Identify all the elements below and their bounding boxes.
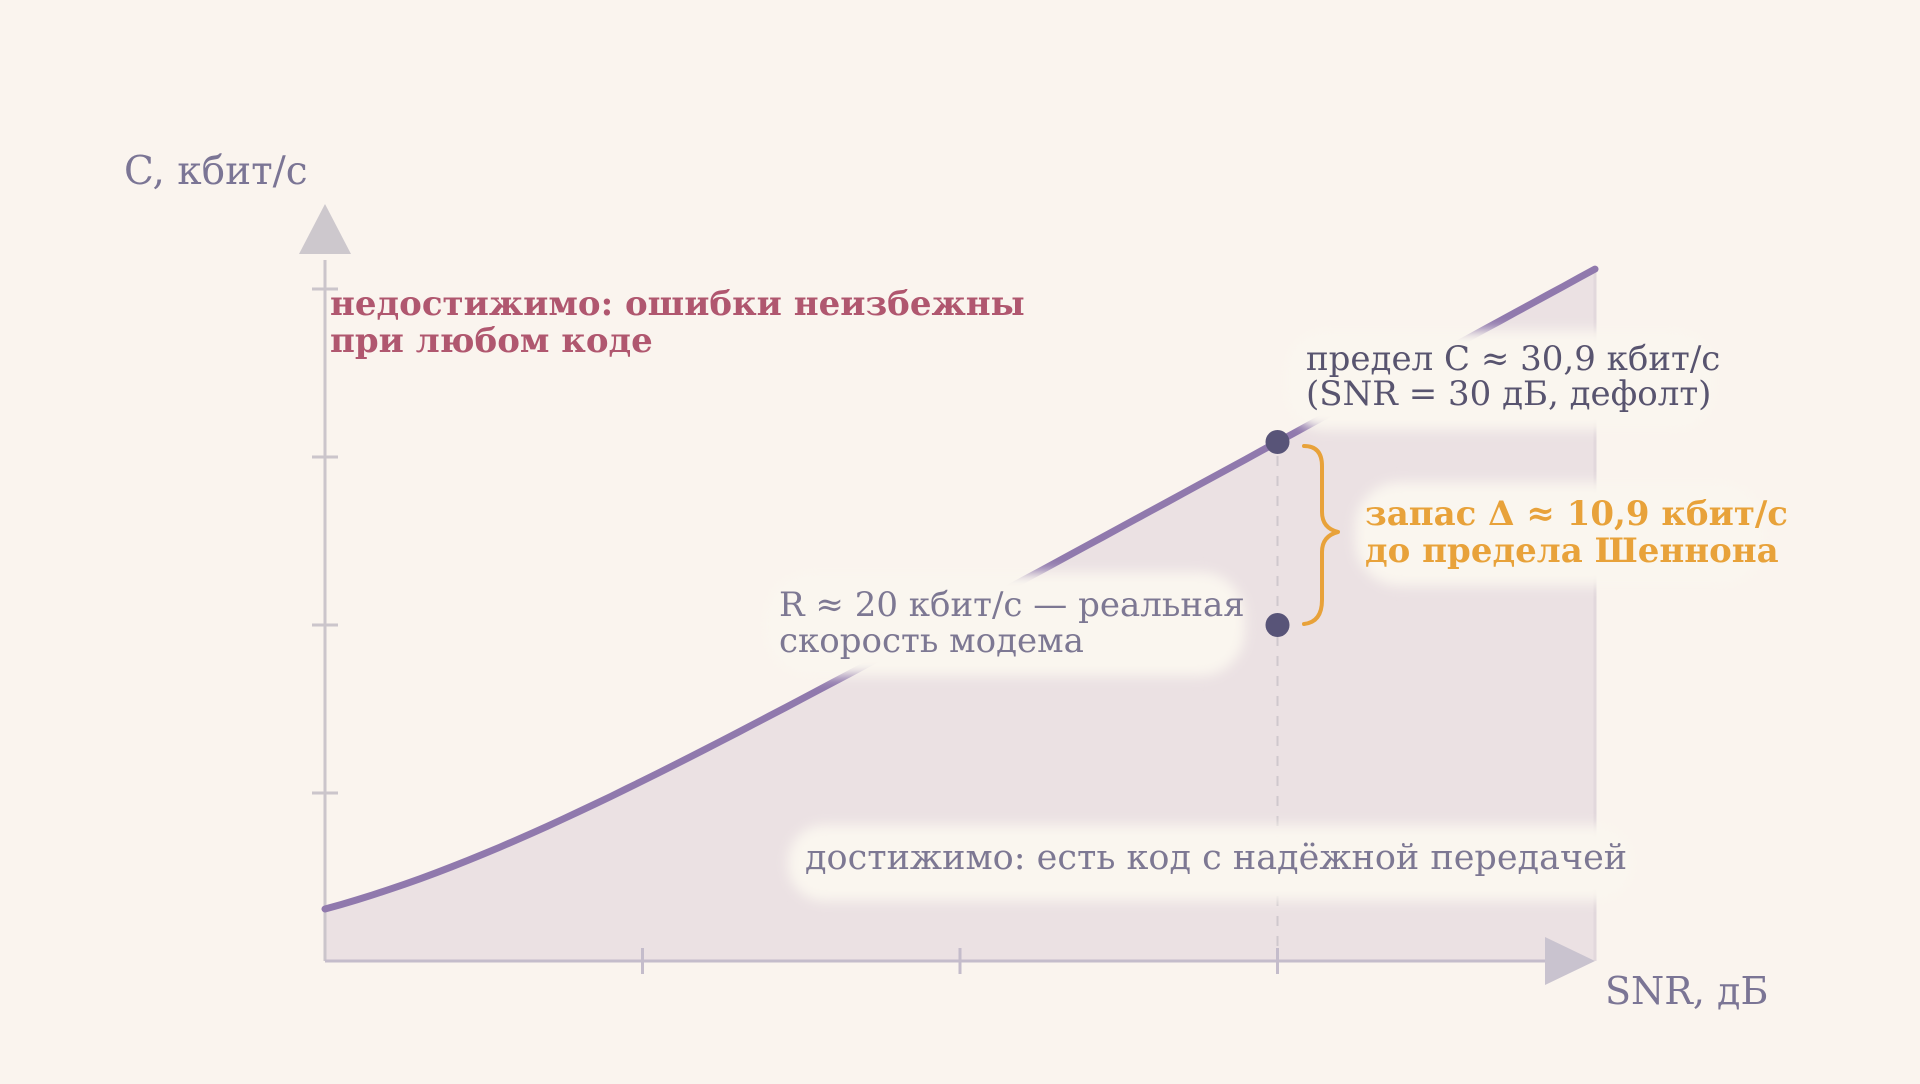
rate-label-bg xyxy=(765,572,1245,676)
rate-annotation: R ≈ 20 кбит/с — реальная скорость модема xyxy=(779,585,1245,661)
margin-brace xyxy=(1302,444,1340,626)
limit-annotation-line-2: (SNR = 30 дБ, дефолт) xyxy=(1306,374,1711,414)
y-axis-arrow xyxy=(299,204,351,254)
modem-rate-point xyxy=(1265,613,1290,637)
x-axis xyxy=(325,937,1595,985)
y-axis-label: C, кбит/с xyxy=(124,149,308,194)
limit-annotation-line-1: предел C ≈ 30,9 кбит/с xyxy=(1306,339,1720,379)
unreachable-region-label: недостижимо: ошибки неизбежны при любом … xyxy=(330,284,1025,361)
y-axis xyxy=(299,204,351,961)
capacity-limit-point xyxy=(1265,430,1290,454)
limit-annotation: предел C ≈ 30,9 кбит/с (SNR = 30 дБ, деф… xyxy=(1306,339,1720,414)
achievable-label-bg xyxy=(788,825,1633,901)
achievable-region-label: достижимо: есть код с надёжной передачей xyxy=(805,838,1627,878)
rate-annotation-line-2: скорость модема xyxy=(779,621,1084,661)
rate-annotation-line-1: R ≈ 20 кбит/с — реальная xyxy=(779,585,1245,625)
margin-annotation-line-2: до предела Шеннона xyxy=(1365,531,1779,571)
x-axis-label: SNR, дБ xyxy=(1605,969,1768,1013)
unreachable-label-line-2: при любом коде xyxy=(330,321,653,361)
x-axis-arrow xyxy=(1545,937,1595,985)
margin-annotation-line-1: запас Δ ≈ 10,9 кбит/с xyxy=(1365,494,1788,534)
margin-label-bg xyxy=(1355,482,1765,586)
y-ticks xyxy=(312,287,338,795)
unreachable-label-line-1: недостижимо: ошибки неизбежны xyxy=(330,284,1025,324)
x-ticks xyxy=(641,948,1279,974)
margin-annotation: запас Δ ≈ 10,9 кбит/с до предела Шеннона xyxy=(1365,494,1788,571)
limit-label-bg xyxy=(1285,330,1715,430)
